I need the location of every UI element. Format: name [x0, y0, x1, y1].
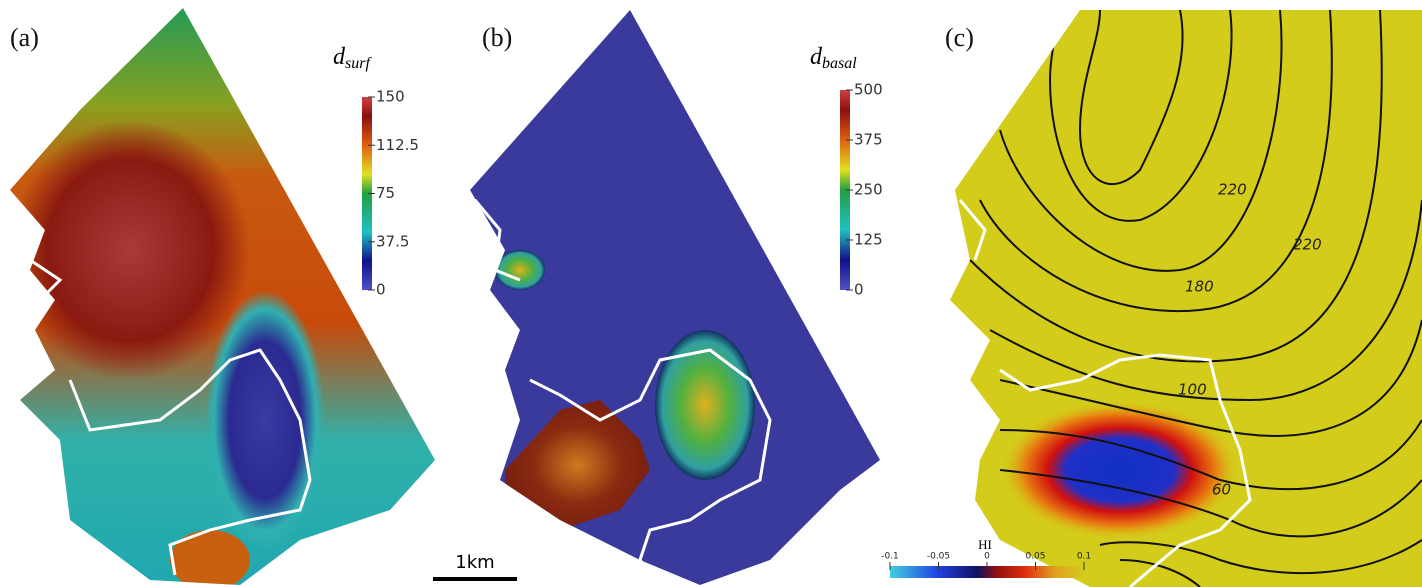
colorbar-title: HI: [978, 537, 992, 552]
boundary: [8, 198, 312, 576]
tick-label: -0.1: [881, 552, 899, 562]
title-main: d: [333, 44, 346, 70]
tick-label: 112.5: [376, 136, 419, 154]
scale-bar-label: 1km: [455, 552, 494, 573]
boundary: [473, 199, 772, 586]
panel-label: (c): [945, 23, 974, 52]
map-a: [10, 8, 435, 585]
tick-label: 0: [854, 281, 864, 299]
contour-label: 220: [1218, 181, 1247, 199]
contour-label: 180: [1185, 278, 1214, 296]
map-c: [950, 10, 1422, 587]
tick-label: -0.05: [927, 552, 950, 562]
boundary: [958, 199, 1252, 587]
contour-label: 60: [1212, 481, 1231, 499]
tick-label: 0: [376, 281, 386, 299]
title-sub: basal: [822, 55, 857, 72]
tick-label: 0.05: [1025, 552, 1045, 562]
colorbar: [362, 97, 372, 290]
tick-label: 250: [854, 181, 883, 199]
title-main: d: [810, 44, 823, 70]
title-sub: surf: [345, 55, 372, 72]
map-b: [470, 10, 880, 585]
tick-label: 500: [854, 81, 883, 99]
contour-label: 220: [1293, 236, 1322, 254]
colorbar: [840, 90, 850, 290]
panel-label: (b): [482, 23, 512, 52]
tick-label: 125: [854, 231, 883, 249]
tick-label: 0: [984, 552, 990, 562]
panel-label: (a): [10, 23, 39, 52]
tick-label: 150: [376, 88, 405, 106]
colorbar-title: dsurf: [333, 44, 372, 72]
colorbar-title: dbasal: [810, 44, 857, 72]
tick-label: 37.5: [376, 232, 409, 250]
tick-label: 75: [376, 184, 395, 202]
tick-label: 375: [854, 131, 883, 149]
tick-label: 0.1: [1077, 552, 1091, 562]
contour-label: 100: [1178, 381, 1207, 399]
